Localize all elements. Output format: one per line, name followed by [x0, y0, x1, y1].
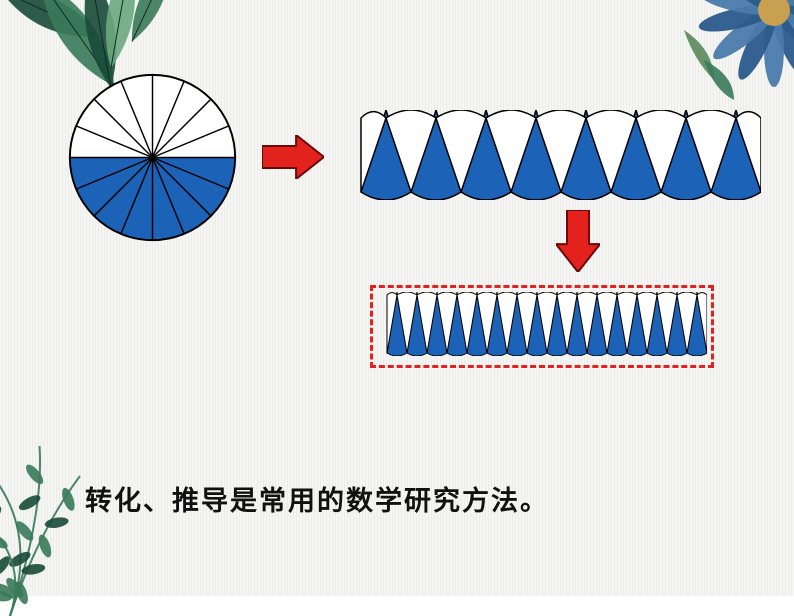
- arrow-right-icon: [262, 135, 324, 184]
- caption-text: 转化、推导是常用的数学研究方法。: [85, 479, 549, 518]
- rearranged-wedges-fine-box: [370, 285, 714, 368]
- rearranged-wedges-coarse: [336, 110, 761, 205]
- arrow-down-icon: [556, 210, 600, 277]
- sector-circle: [65, 70, 240, 245]
